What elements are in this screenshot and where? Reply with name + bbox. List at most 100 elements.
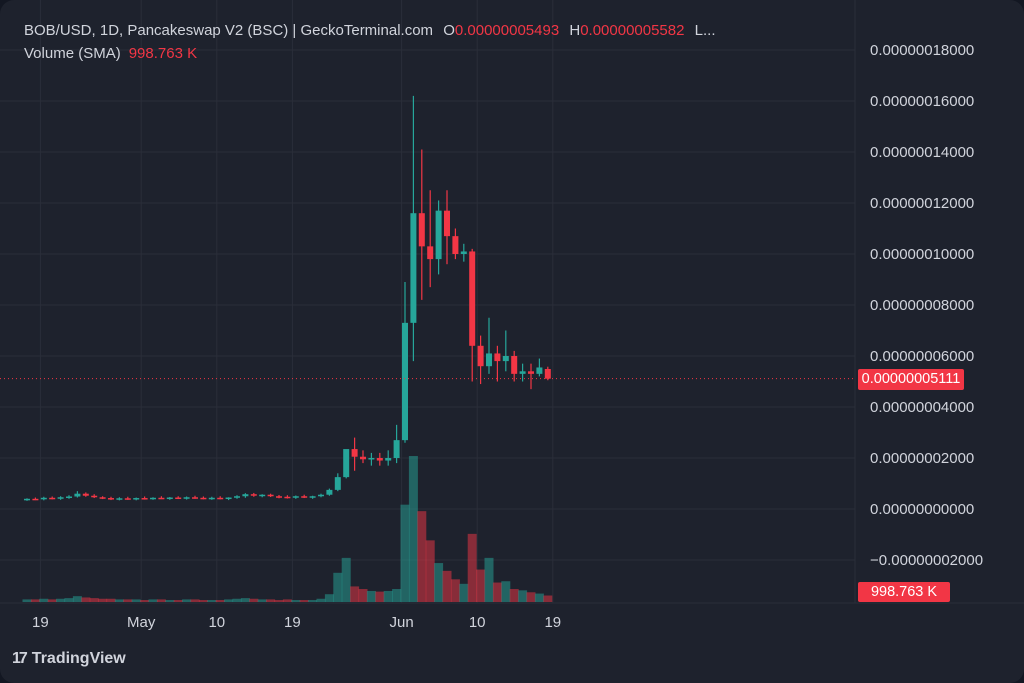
volume-bar xyxy=(434,563,444,602)
volume-label: Volume (SMA) xyxy=(24,45,121,62)
candle-body xyxy=(200,497,207,500)
price-axis-label: 0.00000016000 xyxy=(870,93,974,110)
candle-body xyxy=(267,494,274,497)
volume-bar xyxy=(282,599,292,602)
volume-bar xyxy=(350,586,360,602)
candle-body xyxy=(486,353,492,367)
high-value: 0.00000005582 xyxy=(580,22,685,39)
candle-body xyxy=(502,356,509,362)
volume-bar xyxy=(22,599,32,602)
candle-body xyxy=(32,498,39,501)
candle-body xyxy=(24,498,30,501)
candle-body xyxy=(318,494,324,497)
price-axis-label: 0.00000014000 xyxy=(870,144,974,161)
candle-body xyxy=(166,497,173,500)
volume-bar xyxy=(165,600,175,602)
candle-body xyxy=(519,371,526,374)
price-axis-label: 0.00000006000 xyxy=(870,348,974,365)
candle-body xyxy=(360,456,366,460)
volume-bar xyxy=(72,596,82,602)
volume-tag: 998.763 K xyxy=(858,582,950,602)
candle-body xyxy=(108,498,114,500)
time-axis-label: 10 xyxy=(208,614,225,631)
candle-body xyxy=(402,322,408,441)
time-axis-label: 19 xyxy=(284,614,301,631)
candle-body xyxy=(192,497,198,499)
candle-body xyxy=(82,493,89,496)
price-axis-label: −0.00000002000 xyxy=(870,552,983,569)
volume-bar xyxy=(400,504,410,602)
price-axis-label: 0.00000018000 xyxy=(870,42,974,59)
volume-bar xyxy=(509,589,519,602)
volume-bar xyxy=(341,557,351,602)
candle-body xyxy=(376,458,383,461)
volume-bar xyxy=(358,589,368,602)
candle-body xyxy=(528,371,534,374)
candle-body xyxy=(477,345,484,367)
volume-bar xyxy=(408,456,418,602)
volume-bar xyxy=(291,600,301,602)
volume-bar xyxy=(484,557,494,602)
volume-bar xyxy=(232,598,242,602)
time-axis-label: Jun xyxy=(390,614,414,631)
candle-body xyxy=(544,369,551,379)
volume-bar xyxy=(425,540,435,602)
volume-bar xyxy=(299,600,309,602)
volume-bar xyxy=(257,599,267,602)
volume-bar xyxy=(543,595,553,602)
candle-body xyxy=(410,213,417,323)
candle-body xyxy=(292,496,299,498)
candle-body xyxy=(418,213,425,247)
candle-body xyxy=(368,458,375,460)
candle-body xyxy=(393,440,400,458)
volume-bar xyxy=(383,590,393,602)
open-label: O xyxy=(443,22,455,39)
volume-bar xyxy=(467,533,477,602)
volume-bar xyxy=(114,599,124,602)
volume-bar xyxy=(240,598,250,602)
volume-bar xyxy=(56,598,66,602)
volume-bar xyxy=(450,579,460,602)
candle-body xyxy=(276,496,282,498)
volume-bar xyxy=(526,592,536,602)
volume-bar xyxy=(89,598,99,602)
volume-bar xyxy=(156,599,166,602)
volume-bar xyxy=(47,599,57,602)
tradingview-brand[interactable]: 17 TradingView xyxy=(12,650,126,668)
volume-bar xyxy=(81,597,91,602)
candle-body xyxy=(343,449,350,478)
candle-body xyxy=(57,497,64,499)
candle-body xyxy=(116,498,123,500)
price-axis-label: 0.00000012000 xyxy=(870,195,974,212)
volume-bar xyxy=(316,598,326,602)
legend-more: L... xyxy=(694,22,716,39)
candle-body xyxy=(66,496,72,499)
volume-bar xyxy=(324,594,334,602)
volume-bar xyxy=(131,599,141,602)
candle-body xyxy=(150,497,156,500)
candle-body xyxy=(175,497,182,500)
candle-body xyxy=(284,496,291,499)
candle-body xyxy=(183,497,190,499)
candle-body xyxy=(124,498,131,500)
volume-bar xyxy=(182,599,192,602)
symbol-title: BOB/USD, 1D, Pancakeswap V2 (BSC) | Geck… xyxy=(24,22,434,39)
volume-bar xyxy=(207,600,217,602)
candle-body xyxy=(49,497,56,500)
candle-body xyxy=(158,497,165,500)
candle-body xyxy=(133,498,140,500)
symbol-legend: BOB/USD, 1D, Pancakeswap V2 (BSC) | Geck… xyxy=(24,22,716,39)
volume-bar xyxy=(417,511,427,602)
candle-body xyxy=(427,246,434,260)
volume-bar xyxy=(224,599,234,602)
volume-bar xyxy=(64,598,74,602)
candle-body xyxy=(217,497,224,500)
candle-body xyxy=(385,458,392,461)
volume-bar xyxy=(333,572,343,602)
volume-bar xyxy=(501,581,511,602)
candle-body xyxy=(141,498,148,500)
volume-bar xyxy=(140,600,150,602)
volume-bar xyxy=(39,598,49,602)
tradingview-logo-icon: 17 xyxy=(12,650,28,667)
